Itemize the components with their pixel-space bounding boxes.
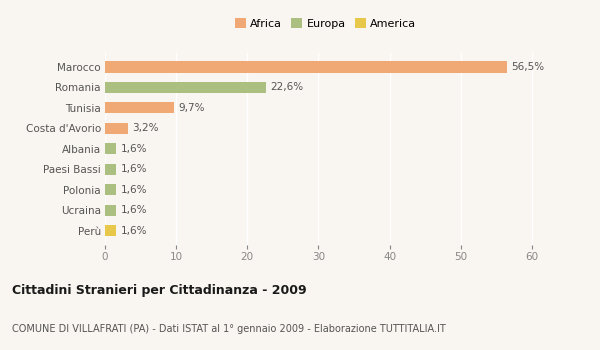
Text: 3,2%: 3,2% [132,123,158,133]
Bar [105,184,116,195]
Legend: Africa, Europa, America: Africa, Europa, America [232,16,419,31]
Bar [105,204,116,216]
Text: COMUNE DI VILLAFRATI (PA) - Dati ISTAT al 1° gennaio 2009 - Elaborazione TUTTITA: COMUNE DI VILLAFRATI (PA) - Dati ISTAT a… [12,324,446,335]
Text: 56,5%: 56,5% [511,62,544,72]
Bar [105,61,507,72]
Bar [105,163,116,175]
Text: 1,6%: 1,6% [121,144,147,154]
Text: 1,6%: 1,6% [121,226,147,236]
Bar [105,122,128,134]
Bar [105,102,174,113]
Text: 9,7%: 9,7% [178,103,205,113]
Text: 1,6%: 1,6% [121,185,147,195]
Bar [105,225,116,236]
Bar [105,143,116,154]
Text: 1,6%: 1,6% [121,205,147,215]
Bar [105,82,266,93]
Text: Cittadini Stranieri per Cittadinanza - 2009: Cittadini Stranieri per Cittadinanza - 2… [12,284,307,297]
Text: 22,6%: 22,6% [270,82,303,92]
Text: 1,6%: 1,6% [121,164,147,174]
